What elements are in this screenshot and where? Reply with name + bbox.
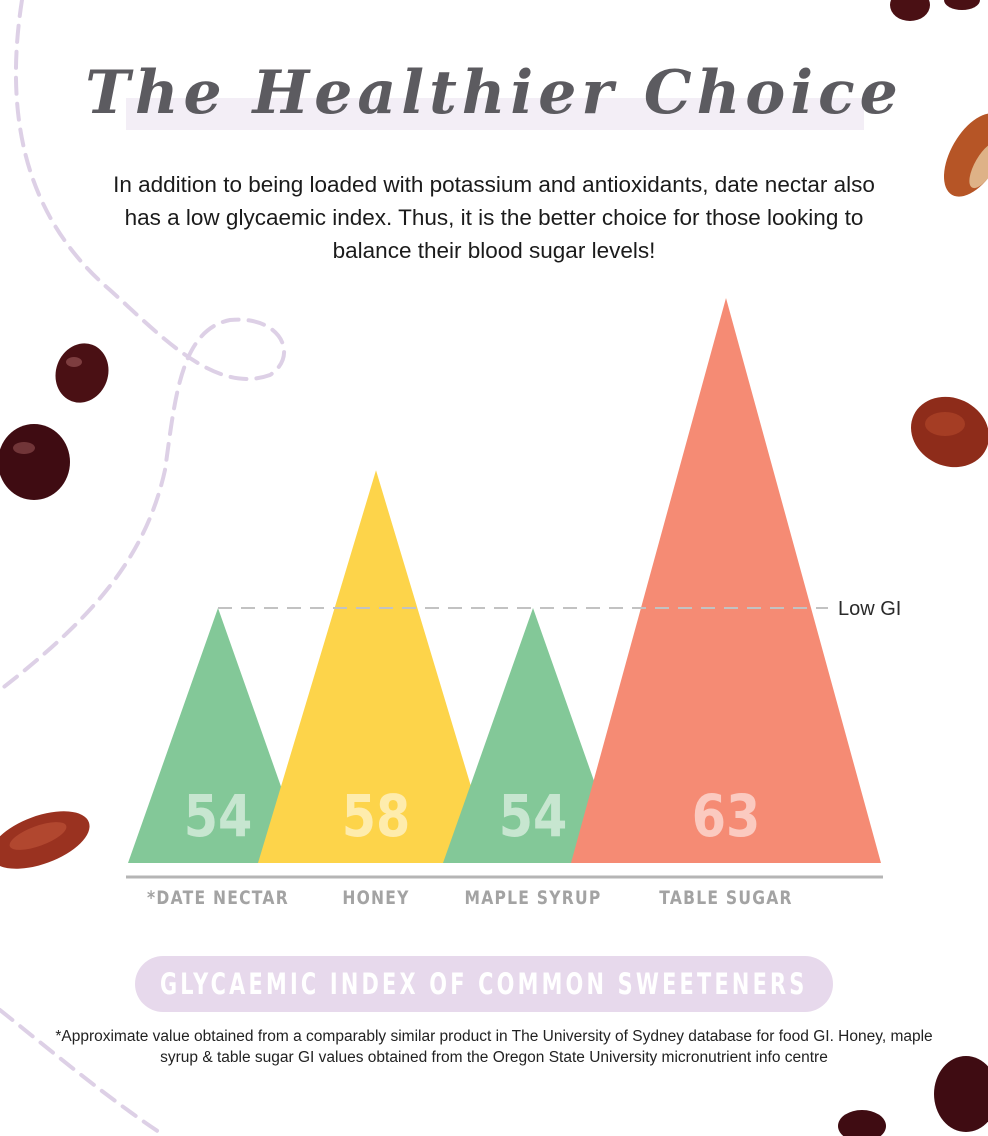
- gi-value-label-honey: 58: [342, 782, 411, 850]
- gi-bar-honey: [258, 470, 494, 863]
- category-label-date-nectar: *DATE NECTAR: [147, 888, 289, 910]
- gi-bar-table-sugar: [571, 298, 881, 863]
- page-title: The Healthier Choice: [85, 58, 903, 128]
- category-label-maple-syrup: MAPLE SYRUP: [465, 888, 602, 910]
- category-label-table-sugar: TABLE SUGAR: [659, 888, 792, 910]
- title-highlight: [126, 98, 864, 130]
- gi-value-label-table-sugar: 63: [692, 782, 761, 850]
- footnote: *Approximate value obtained from a compa…: [55, 1028, 933, 1066]
- gi-value-label-date-nectar: 54: [184, 782, 253, 850]
- chart-legend-caption: GLYCAEMIC INDEX OF COMMON SWEETENERS: [160, 967, 808, 1001]
- intro-paragraph: In addition to being loaded with potassi…: [113, 172, 875, 263]
- dashed-swirl-line: [0, 0, 287, 692]
- dashed-corner-line: [0, 1008, 167, 1136]
- gi-value-label-maple-syrup: 54: [499, 782, 568, 850]
- category-label-honey: HONEY: [342, 888, 409, 910]
- low-gi-label: Low GI: [838, 598, 901, 620]
- legend-pill: GLYCAEMIC INDEX OF COMMON SWEETENERS: [135, 956, 833, 1012]
- gi-bar-maple-syrup: [443, 608, 623, 863]
- gi-bar-date-nectar: [128, 608, 308, 863]
